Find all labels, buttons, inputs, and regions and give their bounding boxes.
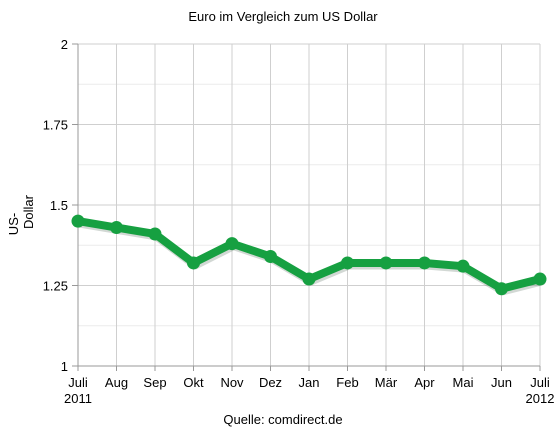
source-label: Quelle: comdirect.de [223,412,342,427]
x-tick-label: Okt [183,375,204,390]
x-tick-label: Nov [220,375,244,390]
x-tick-label: Jun [491,375,512,390]
y-axis-label-line-1: US- [6,213,21,235]
data-point [187,256,200,270]
x-tick-label: Jan [299,375,320,390]
x-tick-label: Sep [143,375,166,390]
data-point [418,256,431,270]
data-point [225,237,239,251]
data-point [302,272,316,286]
data-point [71,214,85,228]
x-tick-sublabel: 2011 [64,391,92,406]
data-point [110,221,123,235]
x-tick-sublabel: 2012 [526,391,555,406]
chart-title: Euro im Vergleich zum US Dollar [188,9,378,24]
grid [77,43,541,367]
axes [72,43,541,371]
data-point [456,259,470,273]
y-tick-label: 1.75 [43,118,68,133]
series [71,214,547,296]
y-tick-label: 2 [61,37,68,52]
x-tick-label: Aug [105,375,128,390]
x-tick-label: Feb [336,375,358,390]
data-point [379,256,393,270]
x-tick-label: Juli [530,375,550,390]
data-point [341,256,354,270]
x-tick-label: Mai [453,375,474,390]
data-point [148,227,162,241]
y-tick-label: 1.25 [43,279,68,294]
y-tick-labels: 1 1.25 1.5 1.75 2 [43,37,68,374]
x-tick-label: Dez [259,375,282,390]
data-point [533,272,547,286]
y-tick-label: 1.5 [50,198,68,213]
x-tick-label: Mär [375,375,398,390]
x-tick-label: Juli [68,375,88,390]
x-tick-label: Apr [414,375,435,390]
y-axis-label-line-2: Dollar [21,194,36,229]
data-point [495,282,508,296]
data-point [264,250,277,264]
y-tick-label: 1 [61,359,68,374]
